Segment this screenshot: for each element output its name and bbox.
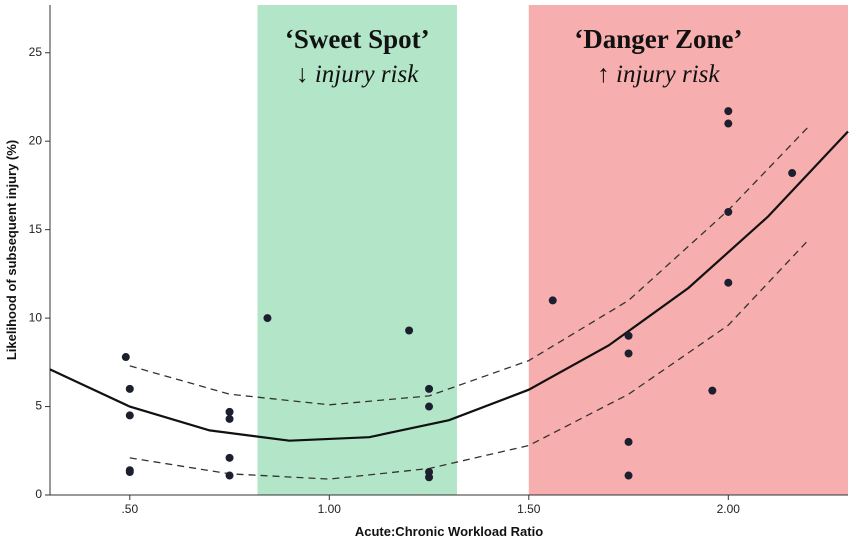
point	[425, 402, 434, 411]
y-tick-label: 15	[29, 222, 43, 236]
point	[405, 326, 414, 335]
y-tick-label: 5	[35, 399, 42, 413]
y-tick-label: 0	[35, 487, 42, 501]
point	[225, 414, 234, 423]
zone-subtitle: ↑ injury risk	[597, 61, 720, 88]
point	[225, 453, 234, 462]
zone-title: ‘Danger Zone’	[574, 24, 742, 54]
y-tick-label: 25	[29, 45, 43, 59]
zone	[257, 5, 457, 495]
x-tick-label: 1.50	[517, 502, 541, 516]
fit-line	[49, 130, 849, 442]
point	[225, 471, 234, 480]
point	[624, 331, 633, 340]
x-tick-label: .50	[121, 502, 138, 516]
ci-lower-line	[129, 239, 809, 480]
zone-subtitle: ↓ injury risk	[296, 61, 419, 88]
y-axis-title: Likelihood of subsequent injury (%)	[4, 140, 19, 360]
point	[724, 119, 733, 128]
point	[125, 468, 134, 477]
x-axis-title: Acute:Chronic Workload Ratio	[355, 524, 543, 539]
point	[624, 437, 633, 446]
point	[425, 384, 434, 393]
zone-title: ‘Sweet Spot’	[285, 24, 430, 54]
point	[724, 207, 733, 216]
point	[225, 407, 234, 416]
point	[425, 473, 434, 482]
point	[624, 471, 633, 480]
x-tick-label: 2.00	[717, 502, 741, 516]
point	[121, 353, 130, 362]
zone	[528, 5, 848, 495]
point	[724, 107, 733, 116]
point	[125, 384, 134, 393]
x-tick-label: 1.00	[318, 502, 342, 516]
point	[548, 296, 557, 305]
point	[708, 386, 717, 395]
y-tick-label: 20	[29, 133, 43, 147]
ci-upper-line	[129, 126, 809, 406]
point	[788, 169, 797, 178]
point	[263, 314, 272, 323]
point	[624, 349, 633, 358]
y-tick-label: 10	[29, 310, 43, 324]
point	[724, 278, 733, 287]
point	[125, 411, 134, 420]
